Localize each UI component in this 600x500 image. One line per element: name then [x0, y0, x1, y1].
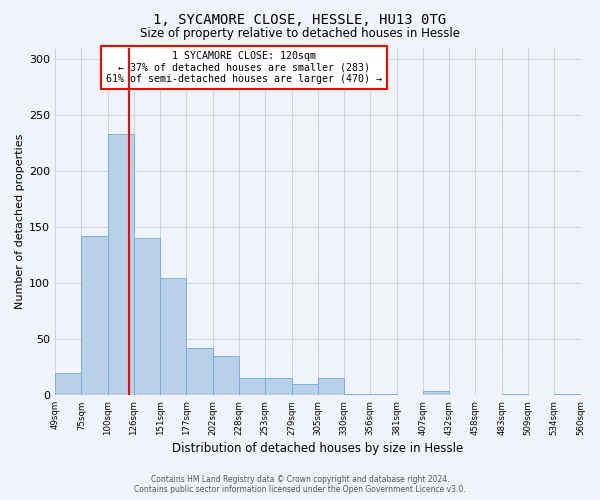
Bar: [187, 348, 213, 396]
Text: Size of property relative to detached houses in Hessle: Size of property relative to detached ho…: [140, 28, 460, 40]
Bar: [318, 378, 344, 396]
Bar: [554, 394, 581, 396]
Bar: [292, 384, 318, 396]
Bar: [502, 394, 528, 396]
Text: 1, SYCAMORE CLOSE, HESSLE, HU13 0TG: 1, SYCAMORE CLOSE, HESSLE, HU13 0TG: [154, 12, 446, 26]
Bar: [82, 236, 107, 396]
Bar: [55, 373, 82, 396]
Bar: [107, 134, 134, 396]
Bar: [160, 278, 187, 396]
Bar: [239, 378, 265, 396]
Y-axis label: Number of detached properties: Number of detached properties: [15, 134, 25, 309]
Text: 1 SYCAMORE CLOSE: 120sqm
← 37% of detached houses are smaller (283)
61% of semi-: 1 SYCAMORE CLOSE: 120sqm ← 37% of detach…: [106, 51, 382, 84]
Bar: [134, 238, 160, 396]
Text: Contains HM Land Registry data © Crown copyright and database right 2024.
Contai: Contains HM Land Registry data © Crown c…: [134, 474, 466, 494]
Bar: [344, 394, 370, 396]
Bar: [370, 394, 397, 396]
Bar: [423, 391, 449, 396]
X-axis label: Distribution of detached houses by size in Hessle: Distribution of detached houses by size …: [172, 442, 463, 455]
Bar: [265, 378, 292, 396]
Bar: [213, 356, 239, 396]
